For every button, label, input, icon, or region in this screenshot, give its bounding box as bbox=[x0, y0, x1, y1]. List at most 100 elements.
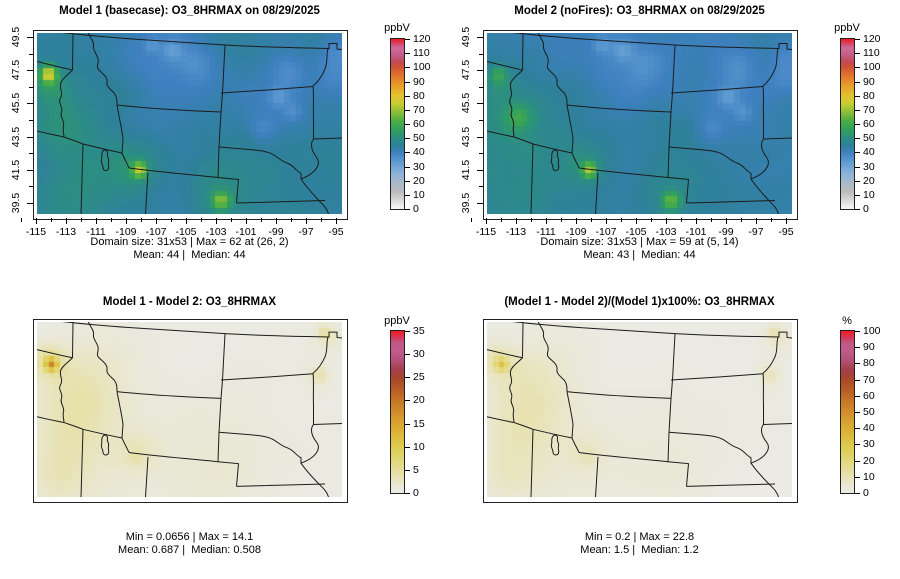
x-axis-tick bbox=[66, 218, 67, 224]
x-axis-minor-tick bbox=[321, 218, 322, 222]
state-border-path bbox=[523, 322, 524, 358]
state-border-path bbox=[37, 350, 73, 358]
panel-title: Model 1 - Model 2: O3_8HRMAX bbox=[102, 296, 277, 308]
colorbar-tick bbox=[405, 109, 410, 111]
x-axis-minor-tick bbox=[171, 218, 172, 222]
x-axis-tick-label: -99 bbox=[718, 226, 734, 238]
stats-caption-line1: Min = 0.2 | Max = 22.8 bbox=[584, 531, 695, 543]
panel-title: Model 2 (noFires): O3_8HRMAX on 08/29/20… bbox=[514, 5, 765, 17]
colorbar-tick-label: 20 bbox=[863, 174, 875, 187]
colorbar-tick bbox=[855, 444, 860, 446]
colorbar-tick-label: 50 bbox=[863, 406, 875, 418]
x-axis-tick-label: -109 bbox=[115, 226, 137, 238]
x-axis-minor-tick bbox=[291, 218, 292, 222]
x-axis-tick bbox=[576, 218, 577, 224]
colorbar-tick-label: 100 bbox=[863, 325, 881, 337]
state-border-path bbox=[671, 87, 763, 94]
colorbar-tick-label: 20 bbox=[413, 174, 425, 187]
x-axis-minor-tick bbox=[471, 218, 472, 222]
state-border-path bbox=[219, 147, 301, 179]
colorbar-tick bbox=[855, 152, 860, 154]
x-axis-tick bbox=[276, 218, 277, 224]
colorbar-tick bbox=[405, 138, 410, 140]
colorbar-tick bbox=[405, 423, 410, 425]
colorbar-tick-label: 70 bbox=[863, 373, 875, 386]
y-axis-tick bbox=[27, 37, 33, 38]
state-border-path bbox=[146, 173, 149, 215]
state-border-path bbox=[129, 168, 325, 203]
colorbar-gradient bbox=[840, 38, 855, 210]
x-axis-tick-label: -105 bbox=[175, 226, 197, 238]
colorbar-tick bbox=[855, 180, 860, 182]
x-axis-minor-tick bbox=[531, 218, 532, 222]
x-axis-tick-label: -113 bbox=[55, 226, 77, 238]
state-border-path bbox=[301, 49, 329, 215]
state-border-path bbox=[487, 350, 523, 358]
x-axis-tick-label: -95 bbox=[778, 226, 794, 238]
state-border-path bbox=[764, 424, 793, 425]
colorbar-tick-label: 10 bbox=[413, 188, 425, 201]
state-border-path bbox=[81, 144, 83, 214]
colorbar-tick-label: 50 bbox=[413, 132, 425, 145]
y-axis-tick-label: 47.5 bbox=[10, 59, 22, 81]
state-border-path bbox=[508, 33, 792, 50]
colorbar-tick-label: 110 bbox=[863, 47, 880, 60]
x-axis-tick-label: -111 bbox=[86, 226, 106, 238]
ozone-raster-canvas bbox=[37, 33, 342, 214]
x-axis-tick bbox=[36, 218, 37, 224]
y-axis-tick bbox=[477, 37, 483, 38]
state-border-path bbox=[37, 62, 73, 71]
colorbar-tick bbox=[855, 476, 860, 478]
colorbar-tick-label: 25 bbox=[413, 371, 425, 384]
y-axis-tick bbox=[27, 70, 33, 72]
x-axis-tick bbox=[126, 218, 127, 224]
y-axis-minor-tick bbox=[29, 53, 33, 55]
y-axis-minor-tick bbox=[479, 86, 483, 88]
colorbar-tick bbox=[855, 395, 860, 397]
state-border-path bbox=[508, 322, 792, 338]
y-axis-tick-label: 47.5 bbox=[460, 59, 472, 81]
map-plot-box bbox=[483, 319, 798, 503]
stats-caption-line2: Mean: 1.5 | Median: 1.2 bbox=[580, 544, 699, 556]
colorbar-tick-label: 60 bbox=[863, 389, 875, 402]
colorbar-tick bbox=[405, 194, 410, 196]
colorbar-tick-label: 70 bbox=[413, 103, 425, 116]
colorbar-tick-label: 80 bbox=[863, 357, 875, 370]
colorbar-tick-label: 10 bbox=[863, 188, 875, 201]
state-border-path bbox=[37, 131, 122, 153]
colorbar-tick bbox=[855, 493, 860, 494]
x-axis-tick-label: -97 bbox=[748, 226, 764, 238]
x-axis-tick-label: -97 bbox=[298, 226, 314, 238]
percent-raster-canvas bbox=[487, 322, 792, 497]
colorbar-tick bbox=[855, 460, 860, 462]
x-axis-tick bbox=[306, 218, 307, 224]
x-axis-minor-tick bbox=[501, 218, 502, 222]
colorbar-units-label: ppbV bbox=[384, 315, 410, 327]
colorbar-tick bbox=[405, 469, 410, 471]
y-axis-tick-label: 43.5 bbox=[460, 126, 472, 147]
state-border-path bbox=[117, 105, 129, 168]
colorbar-tick-label: 50 bbox=[863, 132, 875, 145]
colorbar-tick-label: 90 bbox=[863, 341, 875, 354]
colorbar-tick-label: 30 bbox=[413, 160, 425, 173]
state-border-path bbox=[117, 105, 221, 112]
colorbar-tick-label: 40 bbox=[413, 146, 425, 159]
colorbar-tick bbox=[405, 400, 410, 402]
colorbar-tick-label: 80 bbox=[863, 89, 875, 102]
y-axis-minor-tick bbox=[479, 153, 483, 155]
y-axis-tick-label: 41.5 bbox=[460, 159, 472, 181]
state-border-path bbox=[60, 358, 73, 423]
colorbar-tick bbox=[405, 377, 410, 379]
x-axis-minor-tick bbox=[201, 218, 202, 222]
state-border-path bbox=[301, 337, 329, 497]
colorbar-gradient bbox=[390, 38, 405, 210]
x-axis-tick bbox=[486, 218, 487, 224]
x-axis-minor-tick bbox=[681, 218, 682, 222]
colorbar-tick bbox=[855, 363, 860, 365]
stats-caption-line2: Mean: 43 | Median: 44 bbox=[583, 249, 696, 261]
colorbar-tick bbox=[855, 67, 860, 69]
colorbar-tick-label: 0 bbox=[863, 203, 869, 215]
colorbar-tick-label: 110 bbox=[413, 47, 430, 60]
x-axis-tick-label: -107 bbox=[145, 226, 167, 238]
